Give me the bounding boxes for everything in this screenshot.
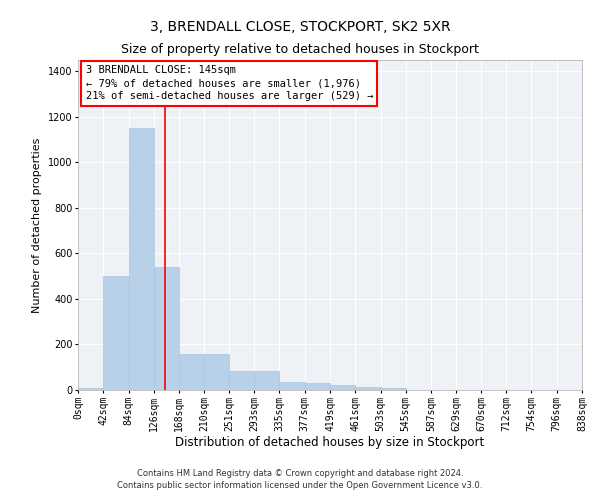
Bar xyxy=(280,382,305,390)
Y-axis label: Number of detached properties: Number of detached properties xyxy=(32,138,42,312)
Bar xyxy=(330,386,355,390)
X-axis label: Distribution of detached houses by size in Stockport: Distribution of detached houses by size … xyxy=(175,436,485,450)
Text: 3 BRENDALL CLOSE: 145sqm
← 79% of detached houses are smaller (1,976)
21% of sem: 3 BRENDALL CLOSE: 145sqm ← 79% of detach… xyxy=(86,65,373,102)
Bar xyxy=(154,267,179,390)
Text: Size of property relative to detached houses in Stockport: Size of property relative to detached ho… xyxy=(121,42,479,56)
Bar xyxy=(205,354,229,390)
Bar xyxy=(78,388,103,390)
Bar xyxy=(128,128,154,390)
Bar xyxy=(179,354,205,390)
Bar xyxy=(380,388,406,390)
Bar xyxy=(355,386,380,390)
Bar xyxy=(103,276,128,390)
Bar xyxy=(229,370,254,390)
Bar xyxy=(305,383,330,390)
Text: Contains HM Land Registry data © Crown copyright and database right 2024.
Contai: Contains HM Land Registry data © Crown c… xyxy=(118,468,482,490)
Bar xyxy=(254,370,280,390)
Text: 3, BRENDALL CLOSE, STOCKPORT, SK2 5XR: 3, BRENDALL CLOSE, STOCKPORT, SK2 5XR xyxy=(149,20,451,34)
